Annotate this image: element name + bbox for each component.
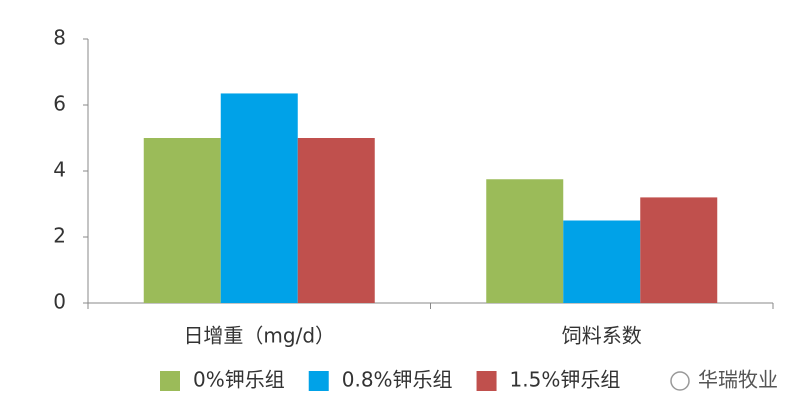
bar <box>220 93 298 303</box>
watermark-text: 华瑞牧业 <box>698 368 778 392</box>
bar <box>563 220 641 303</box>
bar <box>640 197 718 303</box>
y-tick-label: 4 <box>53 158 66 182</box>
y-tick-label: 6 <box>53 92 66 116</box>
legend-label: 0%钾乐组 <box>193 368 285 392</box>
y-tick-label: 8 <box>53 26 66 50</box>
legend-label: 1.5%钾乐组 <box>510 368 621 392</box>
legend-label: 0.8%钾乐组 <box>342 368 453 392</box>
watermark-icon <box>670 371 690 391</box>
bar <box>486 179 564 303</box>
y-tick-label: 0 <box>53 290 66 314</box>
bar <box>143 138 221 303</box>
x-tick-label: 日增重（mg/d） <box>183 324 335 348</box>
bar <box>297 138 375 303</box>
legend-swatch <box>160 371 180 391</box>
legend-swatch <box>476 371 497 391</box>
watermark: 华瑞牧业 <box>670 368 778 392</box>
legend-swatch <box>308 371 329 391</box>
y-tick-label: 2 <box>53 224 66 248</box>
x-tick-label: 饲料系数 <box>562 324 642 348</box>
